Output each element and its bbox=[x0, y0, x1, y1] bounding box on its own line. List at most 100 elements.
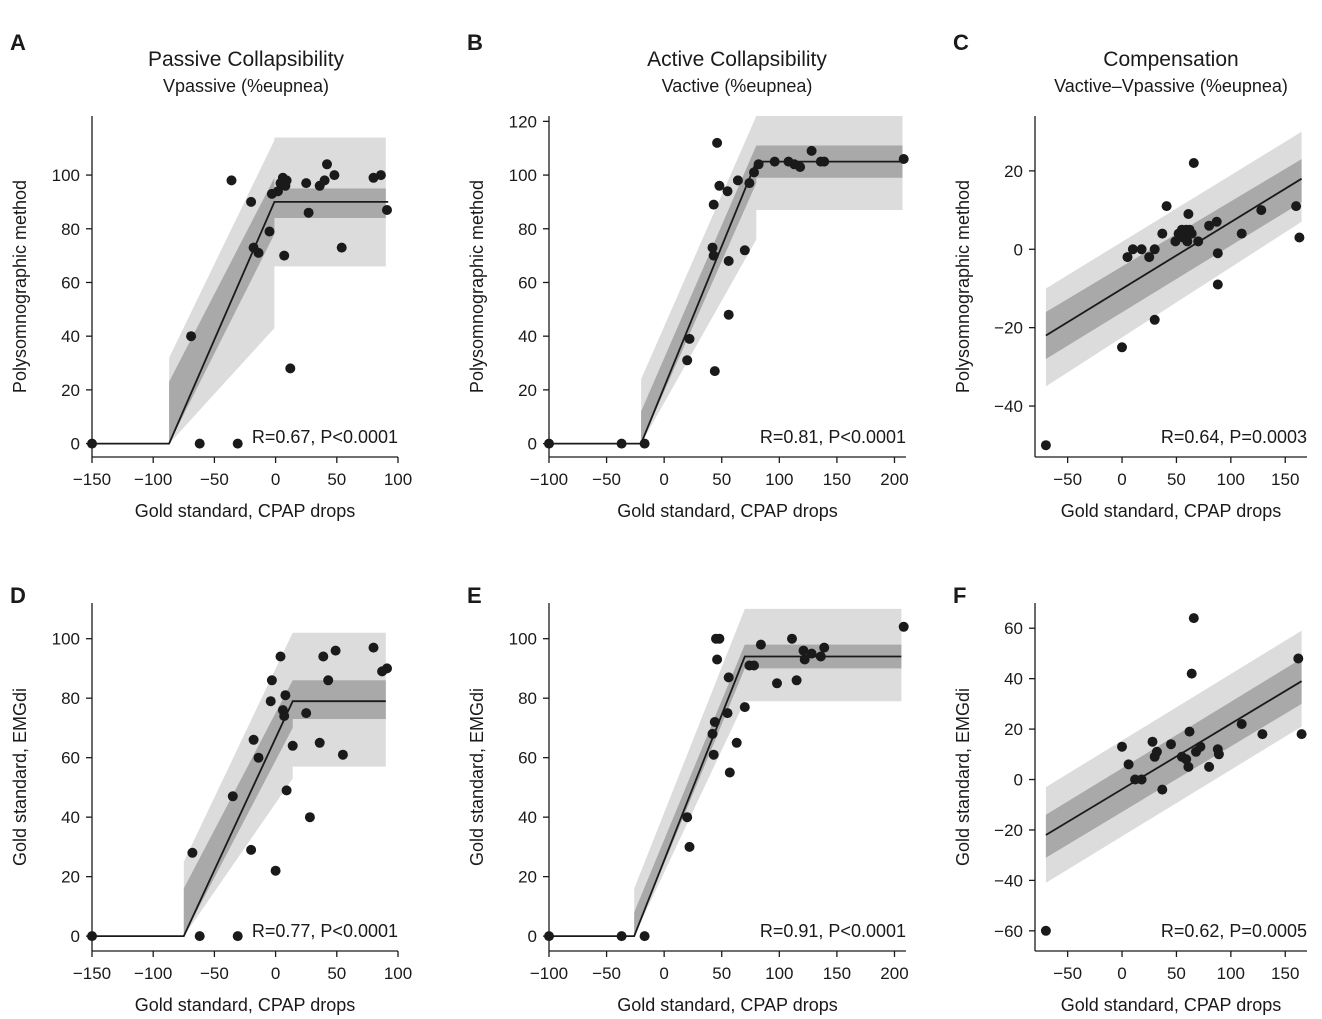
x-tick-label: 50 bbox=[1167, 964, 1186, 983]
data-point bbox=[709, 717, 720, 727]
data-point bbox=[682, 812, 693, 823]
data-point bbox=[1122, 252, 1133, 263]
data-point bbox=[898, 621, 909, 632]
data-point bbox=[1186, 668, 1197, 679]
y-tick-label: 20 bbox=[1004, 720, 1023, 739]
y-tick-label: 0 bbox=[528, 435, 537, 454]
y-axis-label: Gold standard, EMGdi bbox=[953, 688, 973, 866]
x-tick-label: 50 bbox=[712, 470, 731, 489]
x-tick-label: 200 bbox=[880, 964, 908, 983]
data-point bbox=[723, 256, 734, 266]
data-point bbox=[304, 812, 315, 823]
y-tick-label: 0 bbox=[1014, 771, 1023, 790]
inner-confidence-band bbox=[634, 644, 902, 937]
data-point bbox=[1147, 736, 1158, 747]
data-point bbox=[791, 675, 802, 686]
data-point bbox=[749, 167, 759, 178]
y-tick-label: 0 bbox=[528, 927, 537, 946]
data-point bbox=[1151, 746, 1162, 757]
fit-line bbox=[1045, 680, 1303, 836]
data-point bbox=[722, 708, 733, 719]
correlation-annotation: R=0.62, P=0.0005 bbox=[1161, 921, 1307, 941]
x-tick-label: −150 bbox=[73, 964, 111, 983]
x-tick-label: 150 bbox=[1271, 470, 1299, 489]
y-axis-label: Gold standard, EMGdi bbox=[10, 688, 30, 866]
x-tick-label: 150 bbox=[823, 964, 851, 983]
data-point bbox=[1294, 232, 1305, 243]
fit-line bbox=[92, 700, 386, 937]
data-point bbox=[382, 205, 392, 215]
y-tick-label: 100 bbox=[52, 166, 80, 185]
x-axis-label: Gold standard, CPAP drops bbox=[1061, 501, 1281, 521]
data-point bbox=[1204, 220, 1215, 231]
x-tick-label: 100 bbox=[1217, 470, 1245, 489]
column-title-c: Compensation bbox=[1103, 48, 1238, 71]
data-point bbox=[303, 207, 314, 218]
y-tick-label: 60 bbox=[1004, 619, 1023, 638]
data-point bbox=[275, 651, 286, 662]
data-point bbox=[1040, 440, 1051, 451]
y-tick-label: 80 bbox=[61, 220, 80, 239]
column-subtitle-c: Vactive–Vpassive (%eupnea) bbox=[1054, 76, 1288, 96]
data-point bbox=[319, 175, 330, 186]
data-point bbox=[684, 333, 695, 344]
data-point bbox=[1213, 749, 1224, 760]
outer-confidence-band bbox=[641, 116, 903, 444]
data-point bbox=[806, 145, 817, 156]
data-point bbox=[281, 785, 292, 796]
data-point bbox=[616, 931, 627, 942]
data-point bbox=[1256, 205, 1267, 216]
data-point bbox=[707, 242, 718, 253]
data-point bbox=[314, 737, 325, 748]
data-point bbox=[264, 226, 275, 237]
y-tick-label: 0 bbox=[1014, 240, 1023, 259]
data-point bbox=[1188, 613, 1199, 624]
data-point bbox=[712, 137, 723, 148]
data-point bbox=[1291, 201, 1302, 212]
y-tick-label: 60 bbox=[518, 749, 537, 768]
x-tick-label: 50 bbox=[327, 964, 346, 983]
y-tick-label: 20 bbox=[518, 381, 537, 400]
panel-letter: E bbox=[467, 583, 482, 608]
data-point bbox=[337, 749, 348, 760]
data-point bbox=[232, 438, 243, 449]
data-point bbox=[1170, 236, 1181, 247]
data-point bbox=[815, 651, 826, 662]
x-tick-label: −50 bbox=[1053, 470, 1082, 489]
y-tick-label: 40 bbox=[61, 327, 80, 346]
data-point bbox=[323, 675, 334, 686]
data-point bbox=[1127, 244, 1138, 255]
panel-letter: A bbox=[10, 30, 26, 55]
data-point bbox=[246, 844, 257, 855]
data-point bbox=[1149, 314, 1160, 325]
x-axis-label: Gold standard, CPAP drops bbox=[135, 501, 355, 521]
column-subtitle-b: Vactive (%eupnea) bbox=[662, 76, 813, 96]
y-tick-label: 80 bbox=[518, 220, 537, 239]
column-subtitle-a: Vpassive (%eupnea) bbox=[163, 76, 329, 96]
data-point bbox=[1182, 236, 1193, 247]
data-point bbox=[187, 847, 198, 858]
x-tick-label: −50 bbox=[200, 964, 229, 983]
data-point bbox=[1157, 784, 1168, 795]
data-point bbox=[368, 642, 379, 653]
x-tick-label: 100 bbox=[384, 470, 412, 489]
x-tick-label: −50 bbox=[592, 964, 621, 983]
y-axis-label: Polysomnographic method bbox=[953, 180, 973, 393]
correlation-annotation: R=0.67, P<0.0001 bbox=[252, 427, 398, 447]
x-tick-label: 150 bbox=[1271, 964, 1299, 983]
data-point bbox=[253, 752, 264, 763]
data-point bbox=[739, 702, 750, 713]
data-point bbox=[1123, 759, 1134, 770]
y-tick-label: 20 bbox=[61, 381, 80, 400]
data-point bbox=[1183, 209, 1194, 219]
data-point bbox=[1040, 925, 1051, 936]
data-point bbox=[749, 660, 759, 671]
x-tick-label: 100 bbox=[1217, 964, 1245, 983]
y-tick-label: −20 bbox=[994, 319, 1023, 338]
data-point bbox=[281, 175, 292, 186]
y-axis-label: Polysomnographic method bbox=[10, 180, 30, 393]
data-point bbox=[639, 931, 650, 942]
data-point bbox=[1212, 248, 1223, 259]
y-tick-label: 100 bbox=[509, 166, 537, 185]
